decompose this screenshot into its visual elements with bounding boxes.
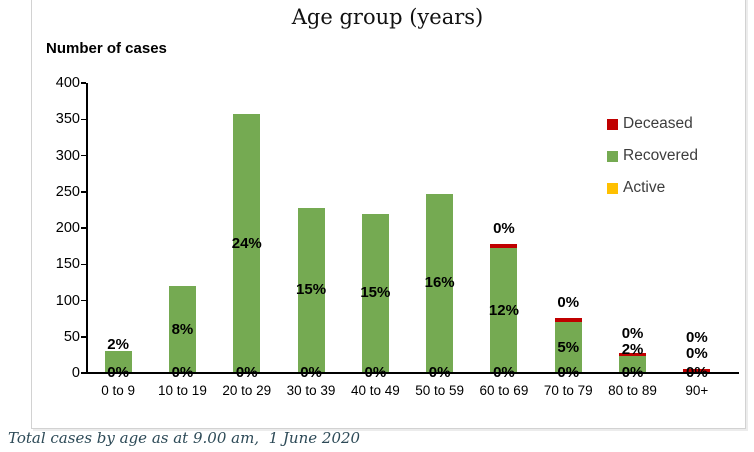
legend-label: Active [623, 179, 666, 196]
bar-segment-deceased [554, 317, 582, 323]
y-axis-tick-label: 100 [55, 292, 80, 309]
bar-segment-recovered [554, 322, 582, 373]
bar-label-deceased-pct: 0% [621, 325, 644, 343]
bar-segment-recovered [104, 351, 132, 373]
bar-label-active-pct: 0% [621, 364, 644, 381]
bar-label-recovered-pct: 5% [557, 338, 580, 356]
y-axis-tick [81, 154, 86, 157]
bar-label-recovered-pct: 0% [686, 345, 708, 363]
bar-segment-deceased [490, 243, 518, 249]
bar-segment-recovered [490, 248, 518, 373]
bar-segment-recovered [297, 207, 325, 373]
y-axis-tick [81, 372, 86, 374]
footer-caption: Total cases by age as at 9.00 am, 1 June… [8, 429, 361, 447]
bar-label-active-pct: 0% [557, 364, 580, 381]
legend-label: Deceased [623, 115, 693, 132]
bar-label-active-pct: 0% [235, 364, 258, 381]
chart-title: Age group (years) [291, 5, 484, 29]
x-axis-category-label: 0 to 9 [101, 383, 136, 398]
y-axis-tick [81, 299, 86, 302]
y-axis-tick-label: 400 [55, 75, 80, 91]
y-axis-tick [81, 227, 86, 229]
bar-label-recovered-pct: 2% [107, 336, 129, 354]
x-axis-category-label: 90+ [685, 383, 709, 398]
y-axis-tick-label: 200 [55, 220, 80, 236]
y-axis-tick-label: 350 [55, 111, 80, 128]
bar-label-deceased-pct: 0% [557, 293, 580, 311]
x-axis-category-label: 20 to 29 [222, 383, 272, 398]
y-axis-tick [81, 336, 86, 338]
bar-label-active-pct: 0% [107, 364, 129, 381]
y-axis-tick [81, 191, 86, 193]
x-axis-category-label: 60 to 69 [479, 383, 529, 398]
legend-swatch-recovered [607, 150, 618, 162]
x-axis-category-label: 30 to 39 [286, 383, 336, 398]
y-axis-tick-label: 150 [55, 256, 80, 273]
bar-segment-recovered [619, 356, 647, 373]
bar-label-recovered-pct: 15% [360, 284, 391, 302]
bar-label-deceased-pct: 0% [493, 219, 515, 237]
x-axis-category-label: 10 to 19 [158, 383, 207, 398]
bar-segment-recovered [361, 213, 389, 373]
legend-label: Recovered [623, 147, 698, 164]
y-axis-tick-label: 300 [55, 147, 80, 164]
legend-item-recovered: Recovered [607, 140, 698, 172]
y-axis-title: Number of cases [46, 40, 167, 57]
y-axis-tick-label: 50 [63, 328, 80, 345]
bar-label-recovered-pct: 24% [231, 234, 262, 252]
y-axis-tick-label: 250 [55, 183, 80, 200]
x-axis-category-label: 40 to 49 [350, 383, 400, 398]
y-axis-tick-label: 0 [71, 365, 80, 381]
x-axis-line [87, 372, 739, 374]
bar-label-recovered-pct: 2% [621, 341, 644, 359]
bar-label-deceased-pct: 0% [686, 329, 708, 347]
x-axis-category-label: 70 to 79 [543, 383, 593, 398]
bar-label-recovered-pct: 12% [488, 301, 519, 319]
bar-segment-deceased [619, 352, 647, 357]
bar-label-recovered-pct: 16% [424, 274, 455, 292]
bar-label-recovered-pct: 8% [171, 320, 194, 338]
y-axis-tick [81, 118, 86, 120]
y-axis-tick [81, 82, 86, 84]
y-axis-tick [81, 263, 86, 265]
bar-label-active-pct: 0% [686, 364, 708, 381]
x-axis-category-label: 50 to 59 [415, 383, 465, 398]
bar-label-active-pct: 0% [364, 364, 387, 381]
bar-segment-recovered [168, 286, 196, 373]
bar-label-active-pct: 0% [171, 364, 194, 381]
bar-segment-deceased [683, 369, 711, 373]
bar-segment-recovered [426, 193, 454, 373]
legend-item-deceased: Deceased [607, 108, 698, 140]
bar-label-active-pct: 0% [300, 364, 322, 381]
y-axis-line [86, 83, 88, 374]
legend-swatch-deceased [607, 118, 618, 130]
bar-label-active-pct: 0% [428, 364, 451, 381]
legend-item-active: Active [607, 172, 698, 204]
bar-label-active-pct: 0% [493, 364, 515, 381]
x-axis-category-label: 80 to 89 [608, 383, 657, 398]
legend-swatch-active [607, 182, 618, 194]
legend: Deceased Recovered Active [607, 108, 698, 204]
bar-segment-recovered [233, 114, 261, 373]
bar-label-recovered-pct: 15% [296, 281, 327, 299]
